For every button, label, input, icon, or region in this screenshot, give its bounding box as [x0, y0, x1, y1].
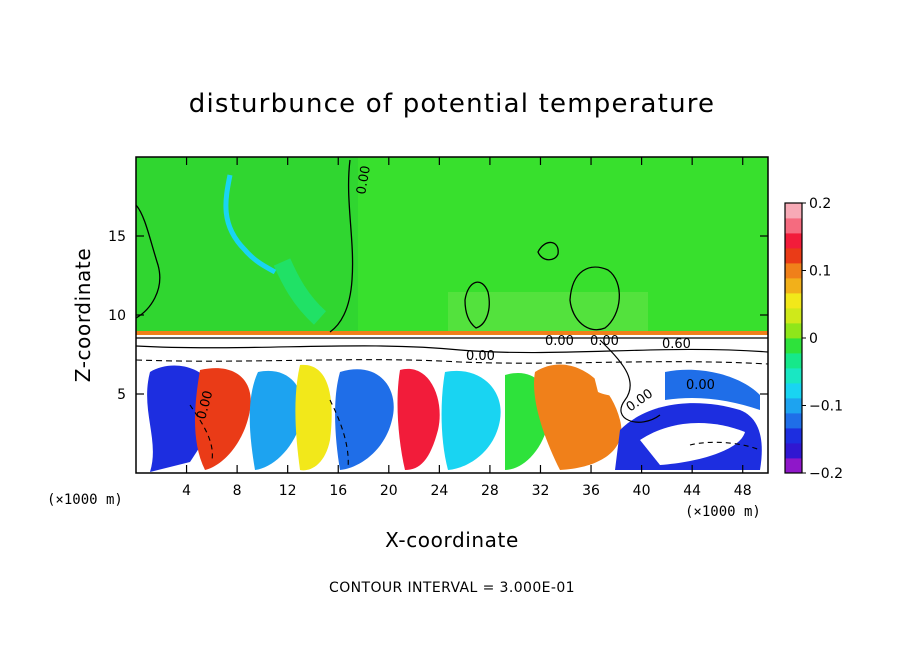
- contour-1: [136, 204, 161, 319]
- colorbar-swatch: [785, 368, 802, 384]
- x-axis-label: X-coordinate: [385, 528, 519, 552]
- inversion-layer: [136, 331, 768, 335]
- colorbar-swatch: [785, 353, 802, 369]
- x-axis: 4 8 12 16 20 24 28 32 36 40 44 48: [182, 157, 752, 499]
- y-tick-label: 15: [108, 229, 126, 245]
- x-tick-label: 28: [481, 483, 499, 499]
- x-tick-label: 40: [633, 483, 651, 499]
- contour-10: [189, 404, 213, 461]
- field-upper-dark: [136, 157, 358, 335]
- eddy-7: [441, 370, 501, 470]
- y-unit-label: (×1000 m): [47, 492, 123, 508]
- contour-7: [136, 345, 768, 354]
- contour-label: 0.60: [662, 337, 691, 352]
- y-tick-label: 10: [108, 308, 126, 324]
- colorbar: [785, 203, 802, 474]
- contour-interval-note: CONTOUR INTERVAL = 3.000E-01: [329, 580, 575, 596]
- x-tick-label: 16: [329, 483, 347, 499]
- contour-label: 0.00: [466, 349, 495, 364]
- x-tick-label: 20: [380, 483, 398, 499]
- eddy-13: [590, 358, 650, 396]
- x-tick-label: 36: [582, 483, 600, 499]
- contour-5: [537, 241, 559, 261]
- contour-label: 0.00: [545, 334, 574, 349]
- chart-title: disturbunce of potential temperature: [189, 89, 716, 119]
- contour-label: 0.00: [354, 165, 374, 196]
- colorbar-swatch: [785, 308, 802, 324]
- colorbar-swatch: [785, 233, 802, 249]
- colorbar-swatch: [785, 323, 802, 339]
- streak-upper-2: [273, 258, 327, 325]
- contour-label: 0.00: [194, 389, 216, 421]
- colorbar-swatch: [785, 248, 802, 264]
- contour-12: [689, 441, 761, 451]
- contour-label: 0.00: [686, 378, 715, 393]
- colorbar-swatch: [785, 458, 802, 474]
- eddy-5: [335, 369, 394, 470]
- contour-2: [329, 159, 354, 333]
- contour-11: [329, 399, 349, 469]
- x-tick-label: 12: [279, 483, 297, 499]
- contour-9: [599, 339, 661, 423]
- contour-4: [464, 281, 490, 329]
- colorbar-swatch: [785, 443, 802, 459]
- x-tick-label: 4: [182, 483, 191, 499]
- colorbar-swatch: [785, 398, 802, 414]
- y-tick-label: 5: [117, 387, 126, 403]
- colorbar-tick-label: 0: [809, 331, 818, 347]
- contour-8: [136, 359, 768, 365]
- x-tick-label: 48: [734, 483, 752, 499]
- x-tick-label: 24: [430, 483, 448, 499]
- y-axis: 5 10 15: [108, 229, 768, 403]
- x-tick-label: 44: [683, 483, 701, 499]
- colorbar-swatch: [785, 263, 802, 279]
- field-upper-light: [448, 292, 648, 332]
- y-axis-label: Z-coordinate: [71, 248, 95, 382]
- eddy-2: [195, 368, 251, 470]
- eddy-12: [665, 369, 760, 410]
- colorbar-swatch: [785, 413, 802, 429]
- colorbar-tick-label: 0.1: [809, 264, 831, 280]
- colorbar-tick-label: 0.2: [809, 196, 831, 212]
- colorbar-swatch: [785, 218, 802, 234]
- colorbar-ticks: 0.2 0.1 0 −0.1 −0.2: [802, 196, 843, 482]
- colorbar-swatch: [785, 338, 802, 354]
- colorbar-tick-label: −0.1: [809, 399, 843, 415]
- colorbar-tick-label: −0.2: [809, 466, 843, 482]
- eddy-4: [295, 364, 332, 471]
- plot-area: 0.00 0.00 0.00 0.60 0.00 0.00 0.00 0.00: [136, 157, 768, 473]
- x-tick-label: 8: [233, 483, 242, 499]
- x-unit-label: (×1000 m): [685, 504, 761, 520]
- x-tick-label: 32: [532, 483, 550, 499]
- colorbar-swatch: [785, 278, 802, 294]
- colorbar-swatch: [785, 428, 802, 444]
- eddy-6: [397, 368, 440, 470]
- streak-upper: [223, 174, 277, 275]
- colorbar-swatch: [785, 383, 802, 399]
- colorbar-swatch: [785, 203, 802, 219]
- colorbar-swatch: [785, 293, 802, 309]
- contour-3: [569, 266, 620, 331]
- contour-label: 0.00: [590, 334, 619, 349]
- eddy-3: [249, 370, 303, 470]
